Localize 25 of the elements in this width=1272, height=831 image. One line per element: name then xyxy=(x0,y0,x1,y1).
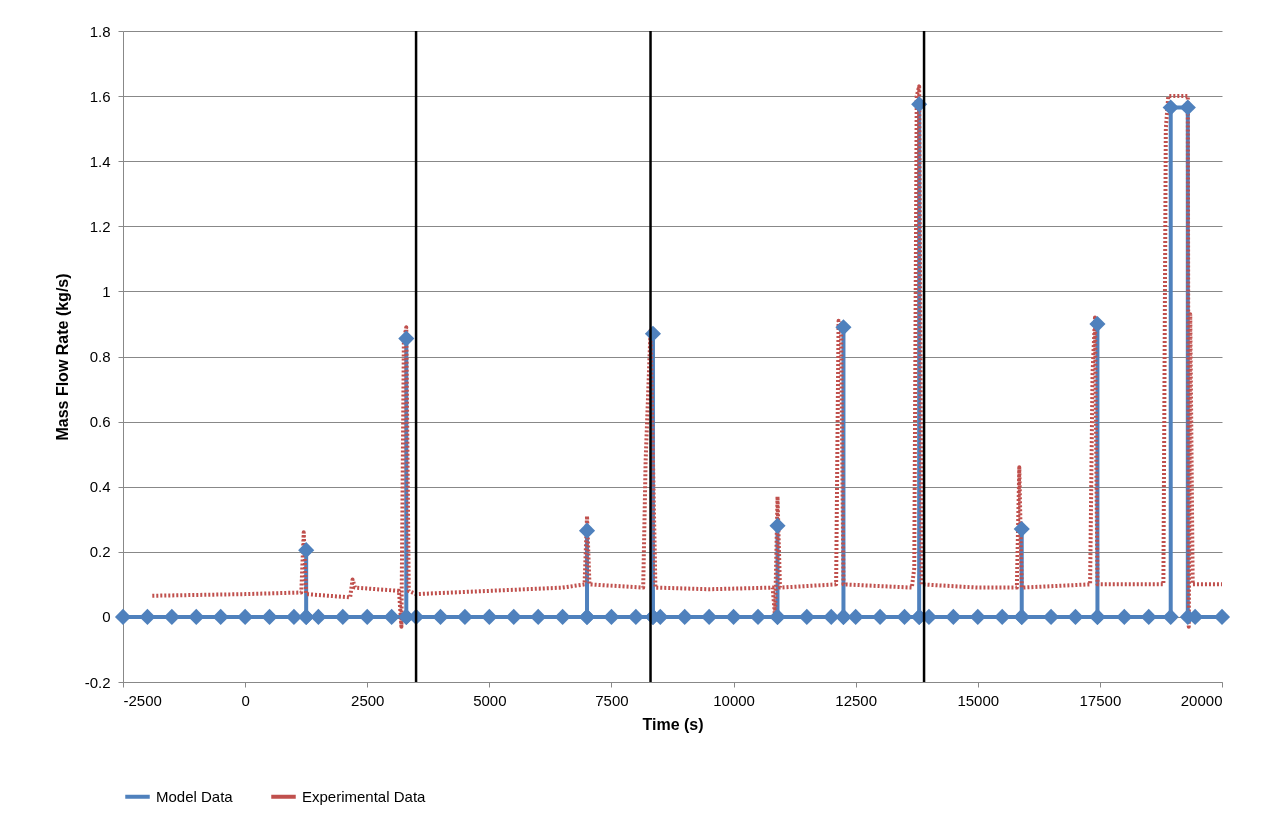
y-axis-title: Mass Flow Rate (kg/s) xyxy=(53,273,71,441)
y-tick-label: 0.8 xyxy=(89,348,111,365)
x-tick-label: 20000 xyxy=(1180,691,1223,709)
y-tick-label: -0.2 xyxy=(84,673,111,691)
y-tick-label: 0.4 xyxy=(89,478,111,496)
y-tick-label: 0 xyxy=(102,608,111,626)
legend-label: Model Data xyxy=(156,787,234,805)
x-tick-label: 7500 xyxy=(595,691,629,709)
legend-label: Experimental Data xyxy=(302,787,427,805)
x-tick-label: -2500 xyxy=(123,691,162,709)
y-tick-label: 1.6 xyxy=(89,87,111,105)
x-tick-label: 12500 xyxy=(835,691,878,709)
x-tick-label: 17500 xyxy=(1079,691,1122,709)
y-tick-label: 0.6 xyxy=(89,413,111,431)
y-tick-label: 1 xyxy=(102,282,111,300)
x-tick-label: 5000 xyxy=(473,691,507,709)
x-axis-title: Time (s) xyxy=(642,715,704,733)
y-tick-label: 1.2 xyxy=(89,217,111,235)
y-tick-label: 1.4 xyxy=(89,152,111,170)
x-tick-label: 10000 xyxy=(713,691,755,709)
x-tick-label: 15000 xyxy=(957,691,1000,709)
y-tick-label: 1.8 xyxy=(89,22,111,40)
x-tick-label: 2500 xyxy=(351,691,385,709)
x-tick-label: 0 xyxy=(241,691,250,709)
y-tick-label: 0.2 xyxy=(89,543,111,561)
